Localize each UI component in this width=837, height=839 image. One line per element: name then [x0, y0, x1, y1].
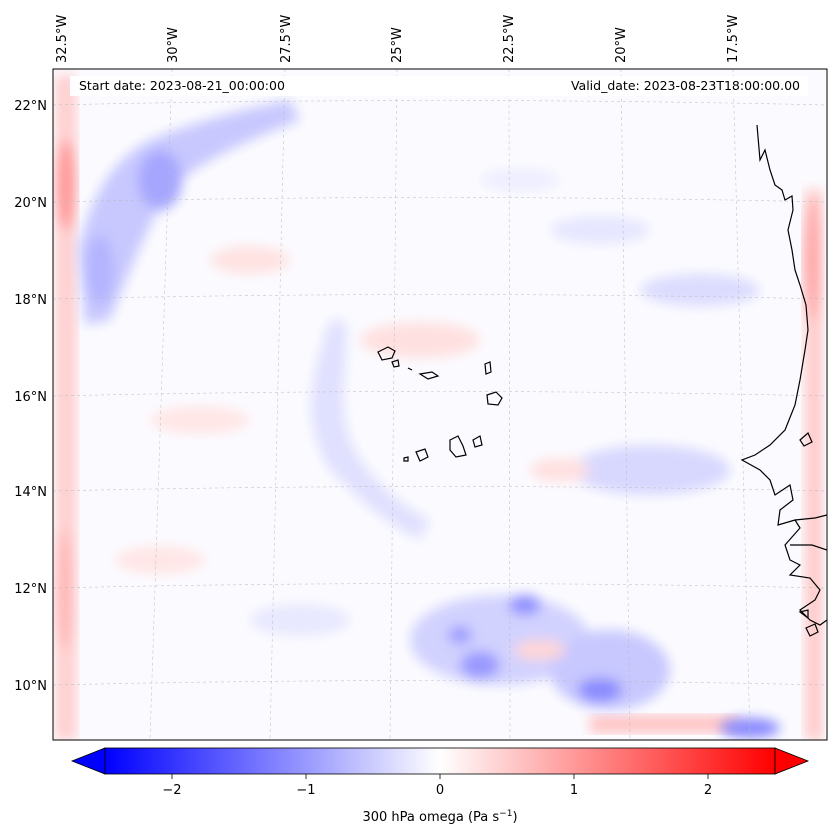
lon-label: 20°W: [614, 27, 629, 63]
colorbar-label: 300 hPa omega (Pa s−1): [362, 809, 517, 825]
lat-label: 20°N: [14, 196, 47, 211]
colorbar-tick-label: −1: [296, 783, 315, 798]
island: [391, 359, 400, 368]
lat-label: 14°N: [14, 485, 47, 500]
lat-label: 10°N: [14, 679, 47, 694]
lat-gridline: [53, 391, 827, 397]
lat-gridline: [53, 680, 827, 686]
lat-label: 12°N: [14, 582, 47, 597]
central-streak: [311, 320, 430, 540]
convective-core: [448, 626, 472, 644]
latitude-labels: 22°N 20°N 18°N 16°N 14°N 12°N 10°N: [14, 99, 47, 694]
island: [415, 448, 429, 462]
lat-gridline: [53, 197, 827, 203]
omega-field: [55, 75, 823, 740]
lat-label: 18°N: [14, 293, 47, 308]
lat-gridline: [53, 100, 827, 106]
lon-label: 25°W: [390, 27, 405, 63]
patch: [570, 445, 730, 495]
lon-label: 30°W: [166, 27, 181, 63]
west-band-max: [56, 140, 76, 230]
east-band-max: [803, 200, 821, 320]
patch: [550, 216, 650, 244]
island: [418, 371, 440, 380]
africa-coast: [740, 124, 827, 626]
southern-convective-region: [410, 595, 780, 738]
convective-blob: [410, 595, 590, 685]
colorbar-tick-label: 0: [436, 783, 444, 798]
map-frame: [52, 68, 828, 741]
lon-label: 17.5°W: [726, 15, 741, 63]
lat-label: 16°N: [14, 390, 47, 405]
patch: [514, 640, 566, 660]
patch: [150, 406, 250, 434]
coast-inlet: [794, 514, 827, 521]
coastline: [740, 124, 827, 637]
island: [484, 361, 492, 375]
patch: [115, 546, 205, 574]
map-panel: [53, 69, 827, 740]
lat-label: 22°N: [14, 99, 47, 114]
northwest-core: [138, 150, 182, 210]
island: [472, 435, 483, 448]
patch: [360, 322, 480, 358]
convective-core: [720, 718, 780, 738]
patch: [480, 168, 560, 192]
south-boundary-band: [590, 715, 740, 733]
lon-gridline: [732, 69, 751, 740]
scattered-patches: [115, 168, 760, 636]
colorbar-tick-label: 1: [570, 783, 578, 798]
coast-islet: [798, 609, 809, 620]
lon-gridline: [508, 69, 511, 740]
colorbar-extend-high: [774, 747, 810, 775]
convective-core: [460, 651, 500, 679]
gridlines: [53, 69, 827, 740]
lon-label: 32.5°W: [55, 15, 70, 63]
east-boundary-band: [805, 190, 823, 740]
island: [377, 346, 396, 361]
coast-islet: [805, 623, 819, 637]
colorbar-tick-label: 2: [704, 783, 712, 798]
island: [449, 435, 467, 458]
colorbar: −2 −1 0 1 2 300 hPa omega (Pa s−1): [70, 747, 810, 825]
patch: [640, 274, 760, 306]
lon-gridline: [149, 69, 173, 740]
lon-gridline: [620, 69, 631, 740]
island: [486, 391, 503, 406]
valid-date-label: Valid_date: 2023-08-23T18:00:00.00: [571, 78, 800, 93]
island: [407, 367, 413, 371]
colorbar-extend-low: [70, 747, 106, 775]
northwest-descent-region: [78, 100, 300, 325]
patch: [210, 246, 290, 274]
northwest-core-south: [86, 235, 114, 305]
lon-label: 22.5°W: [502, 15, 517, 63]
cape-verde-islands: [377, 346, 503, 462]
start-date-label: Start date: 2023-08-21_00:00:00: [79, 78, 285, 93]
lon-gridline: [269, 69, 286, 740]
colorbar-ticks: −2 −1 0 1 2: [162, 774, 712, 798]
patch: [530, 458, 590, 482]
convective-core: [509, 595, 541, 615]
header-bar: [70, 76, 808, 96]
convective-core: [578, 678, 622, 702]
lat-gridline: [53, 294, 827, 300]
lat-gridline: [53, 583, 827, 589]
lon-label: 27.5°W: [279, 15, 294, 63]
lat-gridline: [53, 486, 827, 492]
longitude-labels: 32.5°W 30°W 27.5°W 25°W 22.5°W 20°W 17.5…: [55, 15, 741, 63]
coast-inlet: [790, 544, 827, 551]
colorbar-tick-label: −2: [162, 783, 181, 798]
patch: [250, 604, 350, 636]
coast-islet: [799, 432, 813, 447]
colorbar-gradient: [104, 747, 776, 775]
island: [403, 456, 409, 462]
west-band-south: [55, 530, 73, 650]
lon-gridline: [389, 69, 398, 740]
